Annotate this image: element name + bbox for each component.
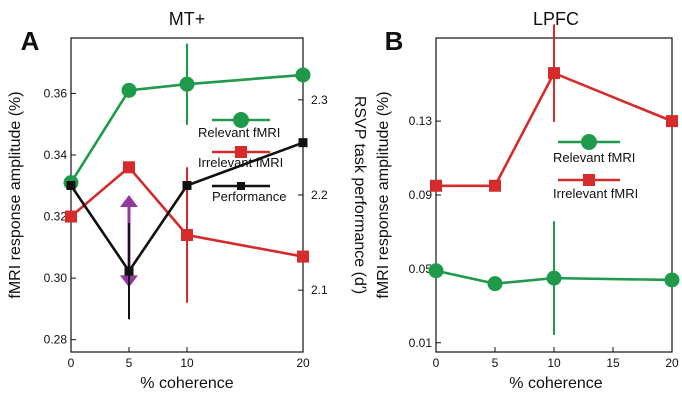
legend-label: Relevant fMRI bbox=[198, 125, 280, 140]
y-tick-label: 0.09 bbox=[409, 188, 433, 202]
y-tick-label: 0.13 bbox=[409, 114, 433, 128]
data-point bbox=[295, 67, 311, 83]
data-point bbox=[66, 180, 76, 190]
x-tick-label: 10 bbox=[547, 356, 561, 370]
x-tick-label: 0 bbox=[68, 356, 75, 370]
y2-tick-label: 2.1 bbox=[311, 283, 328, 297]
legend-label: Performance bbox=[212, 189, 286, 204]
series-relevant-fmri bbox=[428, 221, 680, 336]
series-relevant-fmri bbox=[63, 43, 311, 191]
panel-letter: B bbox=[385, 26, 404, 56]
y-tick-label: 0.05 bbox=[409, 262, 433, 276]
data-point bbox=[181, 229, 193, 242]
y-tick-label: 0.01 bbox=[409, 336, 433, 350]
legend-marker bbox=[235, 146, 247, 158]
data-point bbox=[298, 138, 308, 148]
series-irrelevant-fmri bbox=[430, 24, 678, 192]
y2-axis-label: RSVP task performance (d′) bbox=[351, 96, 368, 294]
x-tick-label: 5 bbox=[126, 356, 133, 370]
data-point bbox=[297, 250, 309, 263]
x-axis-label: % coherence bbox=[140, 375, 233, 392]
y-axis-label: fMRI response amplitude (%) bbox=[7, 91, 24, 298]
data-point bbox=[548, 67, 560, 80]
data-point bbox=[182, 180, 192, 190]
panel-title: LPFC bbox=[533, 9, 579, 29]
legend-item: Relevant fMRI bbox=[198, 112, 280, 140]
data-point bbox=[123, 161, 135, 174]
legend-marker bbox=[583, 174, 595, 186]
panel-b: B LPFC 0 5 10 15 20 0.01 0.05 0.09 0.13 % coherence… bbox=[375, 9, 680, 392]
series-line bbox=[69, 73, 304, 184]
y-tick-label: 0.28 bbox=[44, 333, 68, 347]
x-tick-label: 15 bbox=[606, 356, 620, 370]
data-point bbox=[430, 179, 442, 192]
data-point bbox=[428, 263, 444, 279]
x-axis-label: % coherence bbox=[509, 375, 602, 392]
x-tick-label: 10 bbox=[180, 356, 194, 370]
y-tick-label: 0.34 bbox=[44, 148, 68, 162]
series-line bbox=[70, 165, 304, 258]
data-point bbox=[546, 270, 562, 286]
data-point bbox=[666, 115, 678, 128]
data-point bbox=[487, 276, 503, 292]
legend-label: Irrelevant fMRI bbox=[553, 186, 638, 201]
panel-letter: A bbox=[21, 26, 40, 56]
series-line bbox=[436, 71, 673, 188]
panel-a: A MT+ 0 5 10 20 0.28 0.30 0.32 0.34 0.36 2.1 2.2 2.3%… bbox=[7, 9, 368, 392]
y-tick-label: 0.36 bbox=[44, 86, 68, 100]
y-tick-label: 0.32 bbox=[44, 210, 68, 224]
legend-marker bbox=[581, 134, 597, 150]
legend-item: Irrelevant fMRI bbox=[553, 174, 638, 201]
y2-tick-label: 2.2 bbox=[311, 188, 328, 202]
series-line bbox=[69, 141, 304, 274]
arrow-head-up bbox=[120, 195, 138, 207]
y-tick-label: 0.30 bbox=[44, 271, 68, 285]
data-point bbox=[179, 76, 195, 92]
series-performance bbox=[66, 138, 308, 320]
x-tick-label: 5 bbox=[492, 356, 499, 370]
x-tick-label: 0 bbox=[433, 356, 440, 370]
data-point bbox=[664, 272, 680, 288]
x-tick-label: 20 bbox=[665, 356, 679, 370]
series-line bbox=[435, 269, 673, 285]
legend-marker bbox=[237, 182, 245, 190]
y2-tick-label: 2.3 bbox=[311, 93, 328, 107]
legend-item: Relevant fMRI bbox=[553, 134, 635, 165]
legend-item: Performance bbox=[212, 182, 286, 204]
data-point bbox=[121, 82, 137, 98]
y-axis-label: fMRI response amplitude (%) bbox=[375, 91, 392, 298]
data-point bbox=[124, 266, 134, 276]
panel-title: MT+ bbox=[169, 9, 206, 29]
legend-label: Irrelevant fMRI bbox=[198, 155, 283, 170]
legend-marker bbox=[233, 112, 249, 128]
legend-label: Relevant fMRI bbox=[553, 150, 635, 165]
data-point bbox=[65, 210, 77, 223]
x-tick-label: 20 bbox=[296, 356, 310, 370]
data-point bbox=[489, 179, 501, 192]
